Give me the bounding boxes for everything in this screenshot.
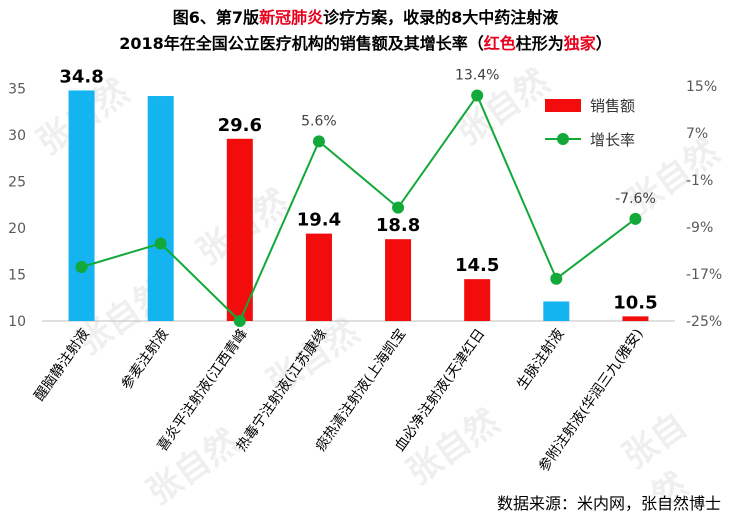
bar — [226, 138, 253, 321]
chart-title-line1: 图6、第7版新冠肺炎诊疗方案，收录的8大中药注射液 — [0, 4, 731, 28]
x-tick-label: 醒脑静注射液 — [32, 326, 93, 404]
bar-value-label: 29.6 — [218, 115, 262, 136]
legend-label: 销售额 — [590, 97, 635, 115]
title-highlight: 红色 — [483, 34, 516, 53]
bar — [385, 239, 412, 321]
legend-marker — [557, 133, 569, 145]
y2-tick-label: -17% — [686, 267, 722, 283]
bar-value-label: 14.5 — [455, 255, 499, 276]
title-part: 图6、第7版 — [172, 8, 260, 27]
bar — [68, 90, 95, 322]
y2-tick-label: 7% — [686, 126, 708, 142]
x-tick-label: 痰热清注射液(上海凯宝 — [313, 326, 410, 454]
growth-value-label: -7.6% — [615, 191, 656, 207]
bar — [147, 96, 174, 321]
growth-point — [629, 212, 642, 225]
x-tick-label: 血必净注射液(天津红日 — [392, 326, 489, 454]
y-tick-label: 20 — [8, 221, 26, 237]
chart-title-line2: 2018年在全国公立医疗机构的销售额及其增长率（红色柱形为独家） — [0, 30, 731, 54]
x-tick-label: 生脉注射液 — [514, 326, 567, 393]
title-part: ） — [595, 34, 612, 53]
y-tick-label: 15 — [8, 268, 26, 284]
bar-value-label: 34.8 — [59, 66, 103, 87]
y2-tick-label: -9% — [686, 220, 713, 236]
legend-swatch-bar — [545, 99, 581, 112]
title-part: 柱形为 — [515, 34, 564, 53]
title-highlight: 新冠肺炎 — [259, 8, 324, 27]
y2-tick-label: -1% — [686, 173, 713, 189]
y2-tick-label: 15% — [686, 79, 717, 95]
bar-value-label: 10.5 — [613, 292, 657, 313]
bar — [464, 279, 491, 321]
legend-label: 增长率 — [590, 131, 635, 149]
y2-tick-label: -25% — [686, 314, 722, 330]
bar — [305, 233, 332, 321]
y-tick-label: 35 — [8, 82, 26, 98]
data-source: 数据来源：米内网，张自然博士 — [496, 494, 721, 513]
growth-point — [154, 237, 167, 250]
growth-value-label: 13.4% — [455, 68, 499, 84]
growth-point — [312, 135, 325, 148]
x-tick-label: 喜炎平注射液(江西青峰 — [155, 326, 252, 454]
x-tick-label: 参麦注射液 — [118, 326, 172, 393]
growth-line — [81, 93, 637, 323]
title-part: 2018年在全国公立医疗机构的销售额及其增长率（ — [119, 34, 484, 53]
bar-value-label: 18.8 — [376, 215, 420, 236]
growth-point — [233, 315, 246, 327]
bar — [622, 316, 649, 321]
bar — [543, 301, 570, 321]
growth-point — [550, 272, 563, 285]
y-tick-label: 25 — [8, 175, 26, 191]
title-highlight: 独家 — [563, 34, 596, 53]
growth-point — [75, 260, 88, 273]
growth-value-label: 5.6% — [301, 113, 337, 129]
y-tick-label: 10 — [8, 314, 26, 330]
growth-point — [471, 89, 484, 102]
x-tick-label: 热毒宁注射液(江苏康缘 — [233, 326, 330, 455]
title-part: 诊疗方案，收录的8大中药注射液 — [323, 8, 559, 27]
growth-point — [392, 201, 405, 214]
bar-value-label: 19.4 — [297, 210, 341, 231]
y-tick-label: 30 — [8, 128, 26, 144]
